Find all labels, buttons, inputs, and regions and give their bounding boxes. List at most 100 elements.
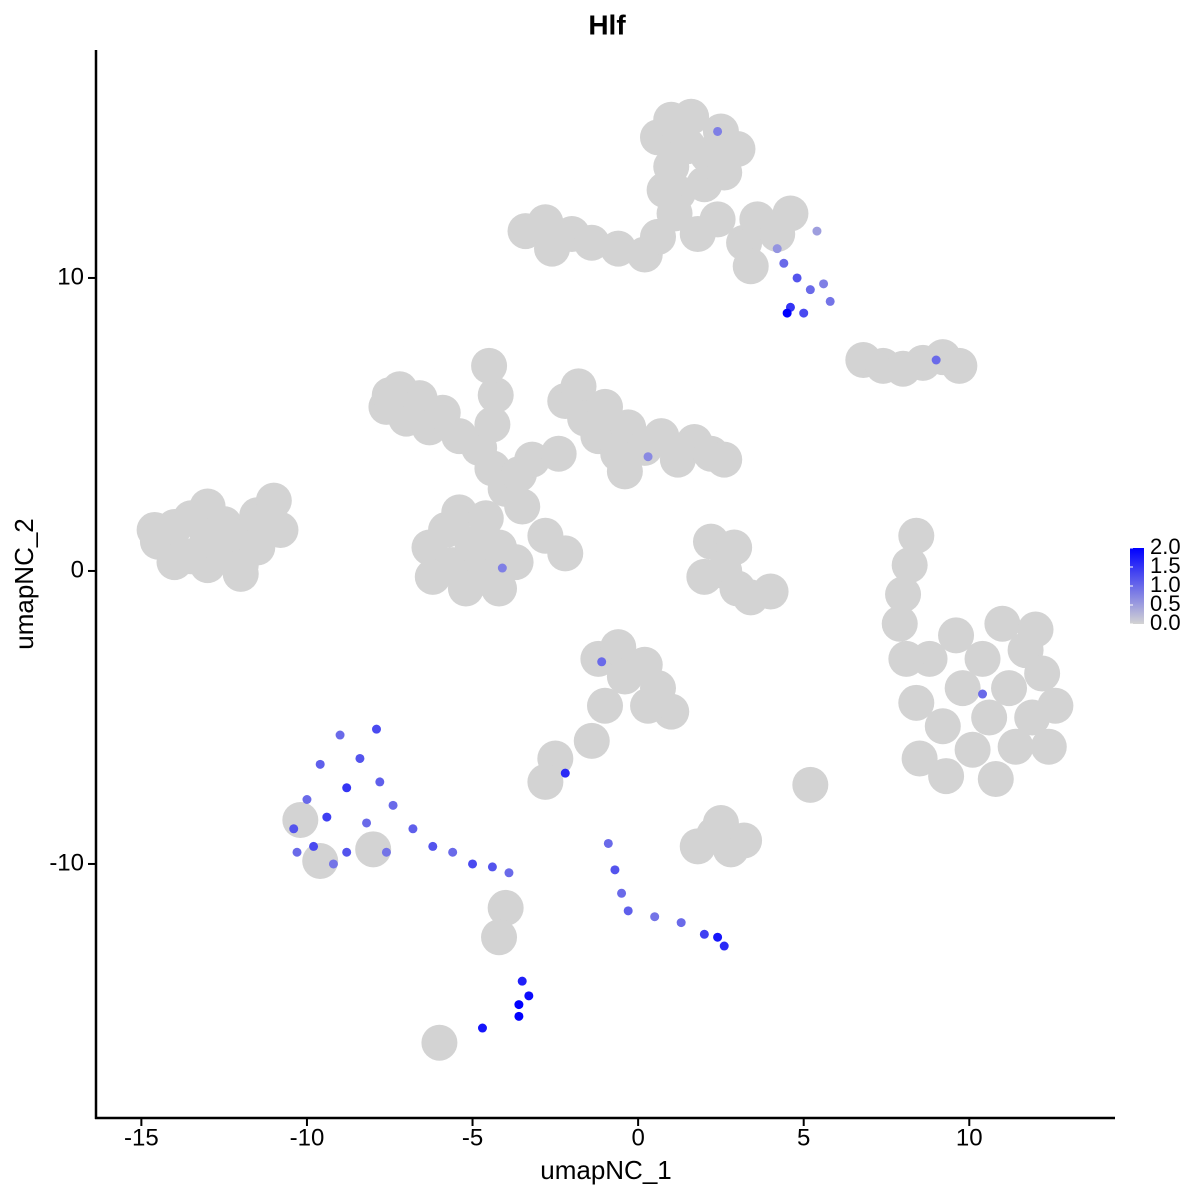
- point: [355, 831, 392, 868]
- point: [428, 841, 438, 851]
- point: [1037, 687, 1074, 724]
- points-layer: [136, 98, 1074, 1061]
- point: [772, 244, 782, 254]
- point: [885, 576, 922, 613]
- point: [540, 435, 577, 472]
- point: [799, 308, 809, 318]
- point: [944, 670, 981, 707]
- x-axis-label: umapNC_1: [540, 1155, 672, 1185]
- point: [819, 279, 829, 289]
- point: [282, 802, 319, 839]
- point: [448, 847, 458, 857]
- point: [1017, 611, 1054, 648]
- point: [335, 730, 345, 740]
- point: [381, 847, 391, 857]
- point: [719, 941, 729, 951]
- point: [322, 812, 332, 822]
- point: [342, 847, 352, 857]
- point: [702, 804, 739, 841]
- legend-tick-label: 1.0: [1150, 572, 1181, 597]
- point: [792, 766, 829, 803]
- point: [772, 195, 809, 232]
- point: [289, 824, 299, 834]
- point: [487, 862, 497, 872]
- point: [630, 687, 667, 724]
- point: [699, 929, 709, 939]
- point: [497, 563, 507, 573]
- point: [477, 377, 514, 414]
- point: [719, 131, 756, 168]
- point: [504, 868, 514, 878]
- point: [328, 859, 338, 869]
- point: [302, 843, 339, 880]
- point: [524, 991, 534, 1001]
- point: [573, 722, 610, 759]
- point: [928, 758, 965, 795]
- point: [481, 919, 518, 956]
- point: [713, 932, 723, 942]
- point: [977, 760, 1014, 797]
- point: [474, 406, 511, 443]
- x-tick-label: 5: [797, 1124, 810, 1151]
- point: [825, 296, 835, 306]
- point: [527, 763, 564, 800]
- color-bar: [1130, 548, 1144, 624]
- point: [255, 482, 292, 519]
- point: [898, 684, 935, 721]
- point: [656, 195, 693, 232]
- point: [222, 555, 259, 592]
- point: [388, 800, 398, 810]
- point: [477, 1023, 487, 1033]
- y-axis-label: umapNC_2: [9, 518, 39, 650]
- point: [600, 629, 637, 666]
- point: [938, 617, 975, 654]
- point: [514, 1000, 524, 1010]
- point: [606, 453, 643, 490]
- legend-tick-label: 0.0: [1150, 610, 1181, 635]
- point: [309, 841, 319, 851]
- x-tick-label: 0: [631, 1124, 644, 1151]
- point: [978, 689, 988, 699]
- y-tick-label: 0: [71, 556, 84, 583]
- point: [891, 547, 928, 584]
- point: [371, 724, 381, 734]
- legend-tick-label: 2.0: [1150, 534, 1181, 559]
- point: [984, 605, 1021, 642]
- point: [1030, 728, 1067, 765]
- point: [342, 783, 352, 793]
- point: [941, 347, 978, 384]
- point: [954, 731, 991, 768]
- point: [603, 838, 613, 848]
- point: [302, 795, 312, 805]
- point: [560, 768, 570, 778]
- point: [468, 859, 478, 869]
- point: [901, 740, 938, 777]
- point: [623, 906, 633, 916]
- point: [964, 640, 1001, 677]
- point: [782, 308, 792, 318]
- point: [514, 1011, 524, 1021]
- point: [481, 570, 518, 607]
- point: [421, 1024, 458, 1061]
- point: [650, 912, 660, 922]
- y-tick-label: 10: [57, 263, 84, 290]
- point: [716, 529, 753, 566]
- point: [292, 847, 302, 857]
- point: [898, 517, 935, 554]
- point: [713, 126, 723, 136]
- point: [487, 889, 524, 926]
- point: [355, 753, 365, 763]
- point: [517, 976, 527, 986]
- point: [699, 201, 736, 238]
- point: [504, 488, 541, 525]
- point: [752, 573, 789, 610]
- point: [686, 558, 723, 595]
- point: [262, 511, 299, 548]
- y-tick-label: -10: [49, 849, 84, 876]
- point: [1024, 655, 1061, 692]
- point: [587, 388, 624, 425]
- point: [315, 759, 325, 769]
- point: [560, 368, 597, 405]
- x-tick-label: -10: [290, 1124, 325, 1151]
